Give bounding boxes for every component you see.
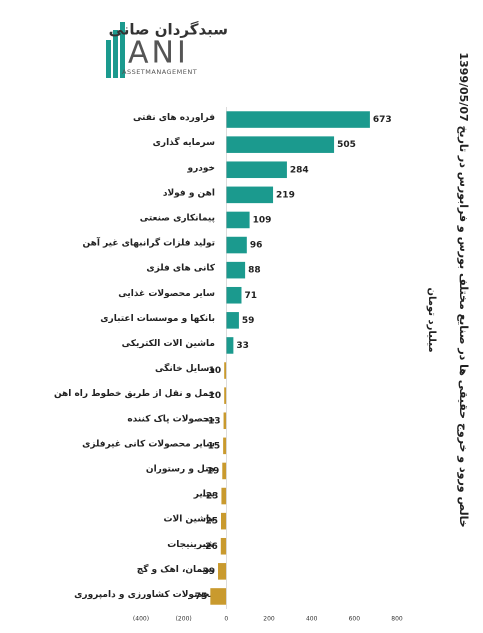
category-label: سایر محصولات غذایی xyxy=(118,289,215,299)
value-label: 109 xyxy=(253,215,272,225)
value-label: -39 xyxy=(199,567,215,577)
x-tick-label: 400 xyxy=(306,616,318,623)
x-tick-label: 0 xyxy=(224,616,228,623)
category-label: پیمانکاری صنعتی xyxy=(140,213,215,223)
bar xyxy=(226,312,239,329)
value-label: 284 xyxy=(290,165,309,175)
value-label: 505 xyxy=(337,140,356,150)
bar xyxy=(222,462,227,480)
category-label: سیمان، اهک و گچ xyxy=(137,563,215,575)
value-label: 673 xyxy=(373,115,392,125)
bar xyxy=(226,236,247,254)
logo-bar xyxy=(113,30,118,78)
bar xyxy=(218,563,227,580)
bar xyxy=(210,588,227,605)
logo-name: سبدگردان صانی xyxy=(109,21,228,39)
value-label: -25 xyxy=(202,517,218,527)
logo: سبدگردان صانی ANI ASSETMANAGEMENT xyxy=(106,21,228,78)
bar xyxy=(223,412,227,430)
value-label: -10 xyxy=(205,391,221,401)
x-tick-label: 600 xyxy=(349,616,361,623)
bar xyxy=(224,362,227,379)
logo-tagline: ASSETMANAGEMENT xyxy=(122,68,197,76)
value-label: -13 xyxy=(204,416,220,426)
category-label: بانکها و موسسات اعتباری xyxy=(100,314,215,324)
bar xyxy=(220,537,227,555)
x-tick-label: 800 xyxy=(391,616,403,623)
bar xyxy=(226,286,242,304)
bar xyxy=(226,136,335,153)
bar xyxy=(226,261,246,279)
bar xyxy=(221,512,227,530)
value-label: -15 xyxy=(204,441,220,451)
bar xyxy=(223,437,227,455)
value-label: 71 xyxy=(244,291,257,301)
category-label: وسایل خانگی xyxy=(155,362,215,374)
value-label: -26 xyxy=(202,542,218,552)
logo-mark: ANI xyxy=(128,36,189,71)
value-label: 96 xyxy=(250,241,263,251)
category-label: ماشین الات الکتریکی xyxy=(122,339,215,349)
category-label: محصولات کشاورزی و دامپروری xyxy=(74,590,215,600)
category-label: حمل و نقل از طریق خطوط راه اهن xyxy=(54,389,215,399)
bar xyxy=(226,161,287,179)
value-label: -23 xyxy=(202,492,218,502)
chart-subtitle: میلیارد تومان xyxy=(426,287,437,352)
value-label: -10 xyxy=(205,366,221,376)
chart-title: خالص ورود و خروج حقیقی ها در صنایع مختلف… xyxy=(456,52,470,527)
category-label: هتل و رستوران xyxy=(146,464,215,474)
value-label: 59 xyxy=(242,316,255,326)
category-label: شیرینیجات xyxy=(167,540,215,550)
value-label: 33 xyxy=(236,341,249,351)
category-label: فراورده های نفتی xyxy=(133,113,215,123)
category-label: کانی های فلزی xyxy=(146,264,215,274)
bar xyxy=(226,111,370,128)
category-label: سایر محصولات کانی غیرفلزی xyxy=(82,439,215,449)
bar xyxy=(226,186,274,204)
logo-bar xyxy=(120,22,125,78)
category-label: اهن و فولاد xyxy=(163,188,215,198)
category-label: ماشین الات xyxy=(163,515,215,525)
x-tick-label: (200) xyxy=(176,616,192,623)
category-label: سرمایه گذاری xyxy=(153,136,215,148)
category-label: سایر xyxy=(193,490,215,500)
logo-bar xyxy=(106,40,111,78)
bar xyxy=(221,487,227,505)
value-label: 219 xyxy=(276,190,295,200)
x-tick-label: 200 xyxy=(263,616,275,623)
category-label: محصولات پاک کننده xyxy=(127,414,215,424)
value-label: 88 xyxy=(248,266,261,276)
value-label: -75 xyxy=(191,592,207,602)
bar xyxy=(226,211,250,229)
category-label: تولید فلزات گرانبهای غیر آهن xyxy=(83,237,216,249)
value-label: -19 xyxy=(203,466,219,476)
x-tick-label: (400) xyxy=(133,616,149,623)
category-label: خودرو xyxy=(186,163,215,173)
bar xyxy=(224,387,227,404)
bar xyxy=(226,337,234,354)
